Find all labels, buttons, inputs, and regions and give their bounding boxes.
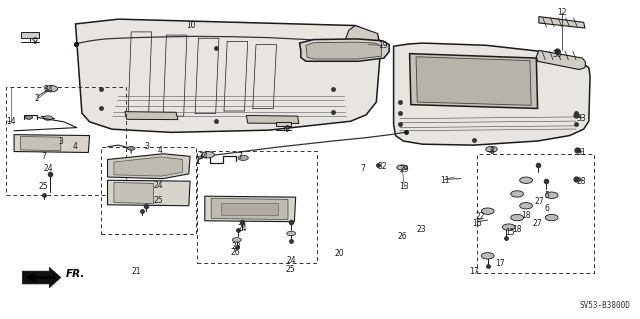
Circle shape bbox=[502, 224, 515, 230]
Text: 13: 13 bbox=[399, 182, 410, 191]
Text: 26: 26 bbox=[230, 248, 241, 257]
Text: 12: 12 bbox=[557, 8, 566, 17]
Polygon shape bbox=[22, 267, 61, 288]
Polygon shape bbox=[20, 137, 61, 151]
Text: 14: 14 bbox=[6, 117, 16, 126]
Text: 7: 7 bbox=[41, 152, 46, 161]
Bar bbox=[221, 203, 278, 215]
Circle shape bbox=[481, 208, 494, 214]
Text: 31: 31 bbox=[576, 148, 586, 157]
Text: 24: 24 bbox=[237, 224, 247, 233]
Polygon shape bbox=[394, 43, 590, 145]
Text: 22: 22 bbox=[476, 212, 484, 221]
Polygon shape bbox=[114, 157, 182, 176]
Text: 24: 24 bbox=[286, 256, 296, 265]
Text: 24: 24 bbox=[43, 164, 53, 173]
Text: 16: 16 bbox=[472, 219, 482, 228]
Polygon shape bbox=[125, 112, 178, 120]
Polygon shape bbox=[536, 50, 586, 70]
Bar bbox=[101, 147, 196, 234]
Circle shape bbox=[511, 214, 524, 221]
Circle shape bbox=[481, 253, 494, 259]
Circle shape bbox=[520, 177, 532, 183]
Circle shape bbox=[397, 165, 407, 170]
Circle shape bbox=[545, 214, 558, 221]
Text: 29: 29 bbox=[399, 165, 410, 174]
Text: 4: 4 bbox=[157, 146, 163, 155]
Circle shape bbox=[545, 192, 558, 198]
Circle shape bbox=[127, 146, 135, 150]
Text: 5: 5 bbox=[544, 191, 549, 200]
Circle shape bbox=[25, 115, 33, 119]
Bar bbox=[477, 154, 594, 273]
Text: 23: 23 bbox=[232, 242, 242, 251]
Circle shape bbox=[45, 85, 58, 92]
Polygon shape bbox=[114, 182, 154, 204]
Polygon shape bbox=[205, 196, 296, 222]
Polygon shape bbox=[306, 42, 381, 59]
Circle shape bbox=[486, 146, 497, 152]
Bar bbox=[21, 32, 39, 38]
Text: 23: 23 bbox=[416, 225, 426, 234]
Text: 30: 30 bbox=[552, 50, 562, 59]
Text: SV53-B3800D: SV53-B3800D bbox=[580, 301, 630, 310]
Text: FR.: FR. bbox=[66, 269, 85, 279]
Text: 32: 32 bbox=[377, 162, 387, 171]
Text: 9: 9 bbox=[33, 37, 38, 46]
Polygon shape bbox=[14, 135, 90, 152]
Circle shape bbox=[202, 152, 214, 158]
Text: 19: 19 bbox=[378, 41, 388, 50]
Text: 33: 33 bbox=[576, 114, 586, 123]
Text: 18: 18 bbox=[513, 225, 522, 234]
Bar bbox=[276, 122, 291, 126]
Text: 7: 7 bbox=[237, 152, 243, 161]
Polygon shape bbox=[76, 19, 381, 132]
Polygon shape bbox=[346, 26, 379, 48]
Text: 4: 4 bbox=[72, 142, 77, 151]
Text: 3: 3 bbox=[58, 137, 63, 146]
Polygon shape bbox=[108, 180, 190, 206]
Text: 25: 25 bbox=[154, 197, 164, 205]
Text: 8: 8 bbox=[489, 147, 494, 156]
Polygon shape bbox=[416, 57, 531, 105]
Text: 34: 34 bbox=[43, 85, 53, 94]
Text: 27: 27 bbox=[532, 219, 543, 228]
Text: 3: 3 bbox=[145, 142, 150, 151]
Text: 10: 10 bbox=[186, 21, 196, 30]
Text: 17: 17 bbox=[468, 267, 479, 276]
Polygon shape bbox=[539, 17, 585, 28]
Text: 20: 20 bbox=[334, 249, 344, 258]
Circle shape bbox=[44, 116, 52, 120]
Text: 28: 28 bbox=[577, 177, 586, 186]
Polygon shape bbox=[211, 198, 288, 219]
Text: 11: 11 bbox=[440, 176, 449, 185]
Text: 26: 26 bbox=[397, 232, 407, 241]
Circle shape bbox=[232, 238, 241, 242]
Polygon shape bbox=[410, 54, 538, 108]
Circle shape bbox=[287, 231, 296, 236]
Text: 7: 7 bbox=[360, 164, 365, 173]
Polygon shape bbox=[300, 39, 389, 61]
Text: 9: 9 bbox=[284, 125, 289, 134]
Text: 18: 18 bbox=[522, 211, 531, 220]
Text: 25: 25 bbox=[38, 182, 49, 191]
Circle shape bbox=[238, 155, 248, 160]
Polygon shape bbox=[246, 115, 299, 123]
Text: 1: 1 bbox=[195, 157, 200, 166]
Bar bbox=[6, 87, 126, 195]
Polygon shape bbox=[108, 154, 190, 179]
Text: 25: 25 bbox=[285, 265, 295, 274]
Circle shape bbox=[520, 203, 532, 209]
Text: 21: 21 bbox=[132, 267, 141, 276]
Text: 17: 17 bbox=[495, 259, 506, 268]
Bar bbox=[197, 151, 317, 263]
Text: 15: 15 bbox=[505, 228, 515, 237]
Text: 27: 27 bbox=[534, 197, 544, 206]
Text: 24: 24 bbox=[154, 181, 164, 190]
Text: 34: 34 bbox=[198, 152, 209, 161]
Circle shape bbox=[511, 191, 524, 197]
Text: 2: 2 bbox=[35, 94, 40, 103]
Text: 6: 6 bbox=[544, 204, 549, 213]
